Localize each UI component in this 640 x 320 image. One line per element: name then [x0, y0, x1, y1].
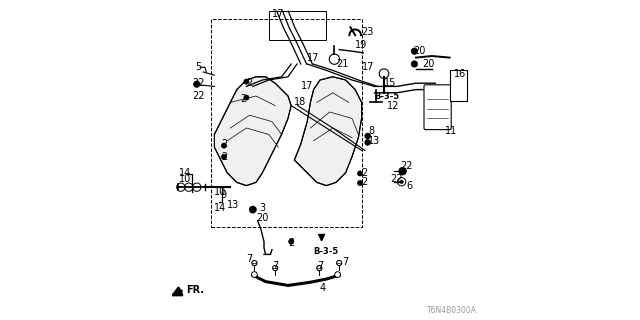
- Circle shape: [335, 272, 340, 277]
- Text: 14: 14: [214, 203, 227, 213]
- Circle shape: [399, 167, 406, 175]
- Text: 13: 13: [227, 200, 239, 210]
- Text: 22: 22: [192, 78, 205, 88]
- Circle shape: [252, 272, 257, 277]
- Text: 2: 2: [221, 152, 227, 162]
- Circle shape: [244, 79, 249, 84]
- Circle shape: [412, 48, 417, 54]
- Circle shape: [400, 180, 403, 183]
- Circle shape: [412, 61, 417, 67]
- Text: 3: 3: [259, 203, 266, 213]
- Circle shape: [194, 81, 200, 87]
- Text: 5: 5: [195, 62, 202, 72]
- Circle shape: [357, 180, 362, 186]
- Text: 4: 4: [320, 283, 326, 293]
- Text: 2: 2: [362, 168, 368, 178]
- Circle shape: [365, 133, 371, 139]
- Text: B-3-5: B-3-5: [314, 247, 339, 256]
- Text: 21: 21: [336, 59, 348, 69]
- Text: 2: 2: [246, 78, 253, 88]
- Polygon shape: [294, 77, 362, 186]
- FancyArrowPatch shape: [319, 235, 324, 240]
- Text: 17: 17: [307, 52, 319, 63]
- Text: 22: 22: [400, 161, 413, 172]
- Circle shape: [365, 140, 371, 145]
- Text: 20: 20: [413, 46, 425, 56]
- Text: 17: 17: [272, 9, 284, 20]
- Text: 13: 13: [368, 136, 380, 146]
- Polygon shape: [214, 77, 291, 186]
- Text: 2: 2: [362, 177, 368, 188]
- Text: 7: 7: [246, 254, 253, 264]
- Text: 20: 20: [256, 212, 268, 223]
- Text: 2: 2: [288, 238, 294, 248]
- Text: 12: 12: [387, 100, 399, 111]
- Text: T6N4B0300A: T6N4B0300A: [427, 306, 477, 315]
- FancyBboxPatch shape: [424, 85, 451, 130]
- Circle shape: [244, 95, 249, 100]
- Circle shape: [357, 171, 362, 176]
- Circle shape: [221, 154, 227, 159]
- Bar: [450, 70, 467, 101]
- Text: 7: 7: [272, 260, 278, 271]
- Text: 7: 7: [317, 260, 323, 271]
- Text: 22: 22: [390, 174, 403, 184]
- Text: 2: 2: [240, 94, 246, 104]
- Text: 17: 17: [362, 62, 374, 72]
- Circle shape: [289, 239, 294, 244]
- Text: 9: 9: [221, 190, 227, 200]
- Text: 22: 22: [192, 91, 205, 101]
- Text: B-3-5: B-3-5: [374, 92, 399, 100]
- Text: 20: 20: [422, 59, 435, 69]
- Text: 8: 8: [368, 126, 374, 136]
- Text: 19: 19: [355, 40, 367, 50]
- FancyArrowPatch shape: [173, 288, 182, 295]
- Text: 11: 11: [445, 126, 457, 136]
- Text: 16: 16: [454, 68, 467, 79]
- Text: 2: 2: [221, 139, 227, 149]
- Text: 23: 23: [362, 27, 374, 37]
- Bar: [269, 11, 326, 40]
- Text: 14: 14: [179, 168, 191, 178]
- Text: 10: 10: [214, 187, 227, 197]
- Bar: [211, 19, 362, 227]
- Circle shape: [221, 143, 227, 148]
- Text: 18: 18: [294, 97, 307, 108]
- Text: 10: 10: [179, 174, 191, 184]
- Text: 17: 17: [301, 81, 313, 92]
- Text: 6: 6: [406, 180, 413, 191]
- Text: FR.: FR.: [186, 284, 204, 295]
- Text: 15: 15: [384, 78, 396, 88]
- Circle shape: [250, 206, 256, 213]
- Text: 7: 7: [342, 257, 349, 268]
